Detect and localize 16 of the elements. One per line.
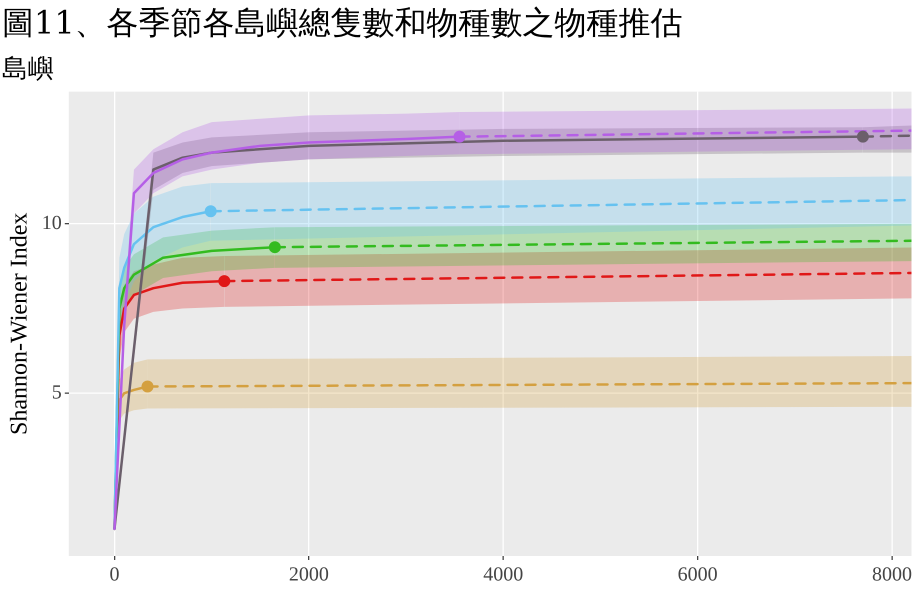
point: [454, 130, 466, 143]
point: [142, 380, 154, 393]
y-axis-title: Shannon-Wiener Index: [6, 212, 33, 435]
point: [856, 130, 869, 143]
x-tick-label: 4000: [483, 563, 524, 586]
point: [218, 275, 230, 288]
point: [204, 205, 217, 218]
chart-subtitle: 島嶼: [2, 54, 54, 84]
point: [268, 241, 281, 254]
x-tick-label: 2000: [288, 563, 329, 586]
y-tick-label: 10: [42, 212, 62, 234]
y-tick-label: 5: [52, 382, 62, 404]
x-tick-label: 6000: [678, 563, 718, 586]
x-tick-label: 0: [109, 563, 120, 586]
x-tick-label: 8000: [872, 563, 912, 586]
chart-title: 圖11、各季節各島嶼總隻數和物種數之物種推估: [2, 4, 683, 42]
